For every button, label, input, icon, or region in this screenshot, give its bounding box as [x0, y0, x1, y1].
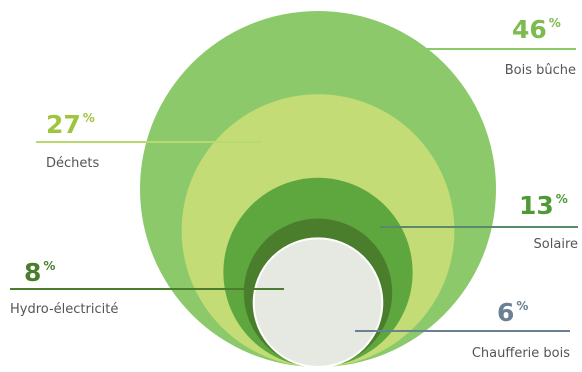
category-label-3: Hydro-électricité: [10, 302, 118, 317]
category-label-0: Bois bûche: [505, 63, 576, 78]
category-label-4: Chaufferie bois: [472, 346, 570, 361]
value-label-0: 46%: [512, 15, 561, 44]
bubble-4: [252, 237, 384, 369]
value-label-1: 27%: [46, 110, 95, 139]
value-label-3: 8%: [24, 258, 55, 287]
value-label-4: 6%: [497, 298, 528, 327]
category-label-2: Solaire: [534, 237, 578, 252]
category-label-1: Déchets: [46, 156, 99, 171]
value-label-2: 13%: [519, 191, 568, 220]
